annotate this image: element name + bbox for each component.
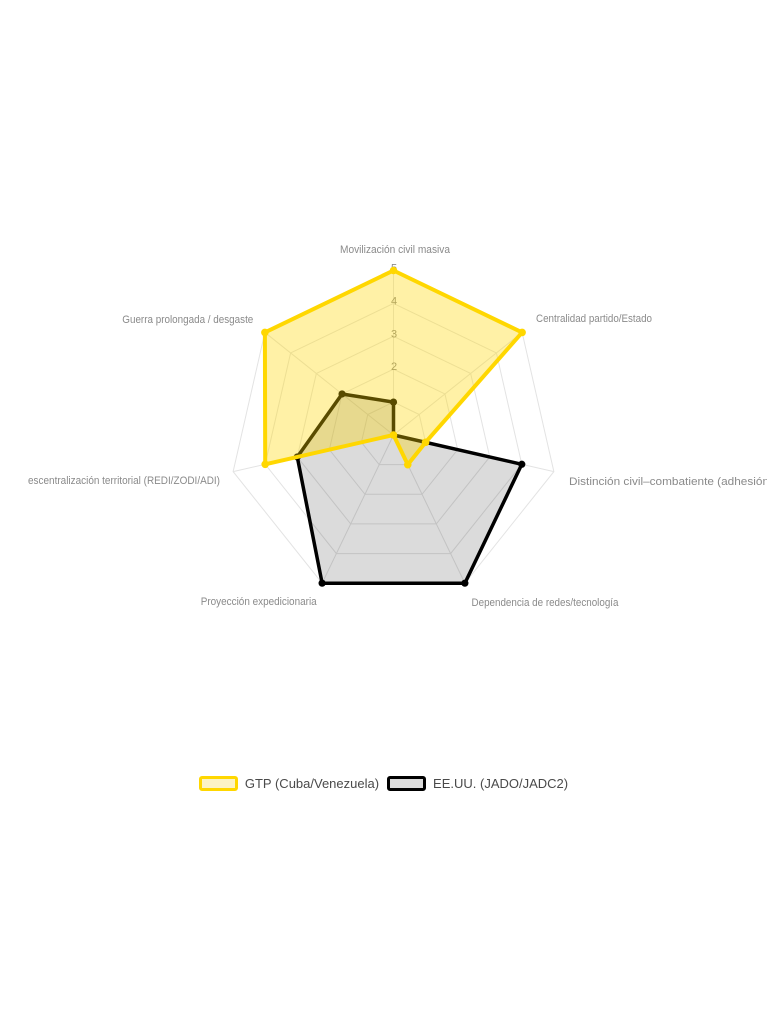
series-1 [293,390,526,587]
series-polygon [262,268,525,467]
axis-labels: Movilización civil masiva Centralidad par… [28,244,767,609]
series-0 [261,266,526,469]
series-marker [389,431,398,439]
series-marker [261,328,269,337]
grid-ring [264,302,523,555]
legend-swatch-eeuu [387,776,427,791]
series-marker [461,579,469,587]
legend-swatch-gtp [198,776,238,791]
series-marker [421,438,430,447]
axis-spoke [321,434,394,584]
series-marker [518,460,526,468]
series-marker [318,579,326,587]
grid-ring [360,401,427,466]
axis-label: Distinción civil–combatiente (adhesión [569,476,767,488]
legend-label-eeuu: EE.UU. (JADO/JADC2) [433,776,569,791]
radial-tick-label: 2 [391,361,397,373]
legend-item-eeuu: EE.UU. (JADO/JADC2) [387,775,568,792]
series-marker [403,460,412,469]
axis-label: Dependencia de redes/tecnología [472,597,620,609]
axis-label: escentralización territorial (REDI/ZODI/… [28,475,220,487]
series-marker [389,266,398,275]
radial-tick-label: 4 [391,295,397,307]
chart-legend: GTP (Cuba/Venezuela) EE.UU. (JADO/JADC2) [0,775,767,792]
grid-ring [328,368,459,495]
axis-label: Proyección expedicionaria [201,596,318,608]
legend-item-gtp: GTP (Cuba/Venezuela) [198,775,380,792]
axis-spoke [393,332,523,436]
series-polygon [295,392,524,585]
axis-label: Guerra prolongada / desgaste [122,314,253,326]
legend-label-gtp: GTP (Cuba/Venezuela) [244,776,380,791]
axis-label: Movilización civil masiva [340,244,451,256]
axis-label: Centralidad partido/Estado [536,313,652,325]
series-marker [338,390,346,398]
series-marker [261,460,269,469]
axis-spoke [264,332,394,436]
radial-tick-label: 3 [391,328,397,340]
series-marker [518,328,526,337]
series-marker [389,398,398,406]
